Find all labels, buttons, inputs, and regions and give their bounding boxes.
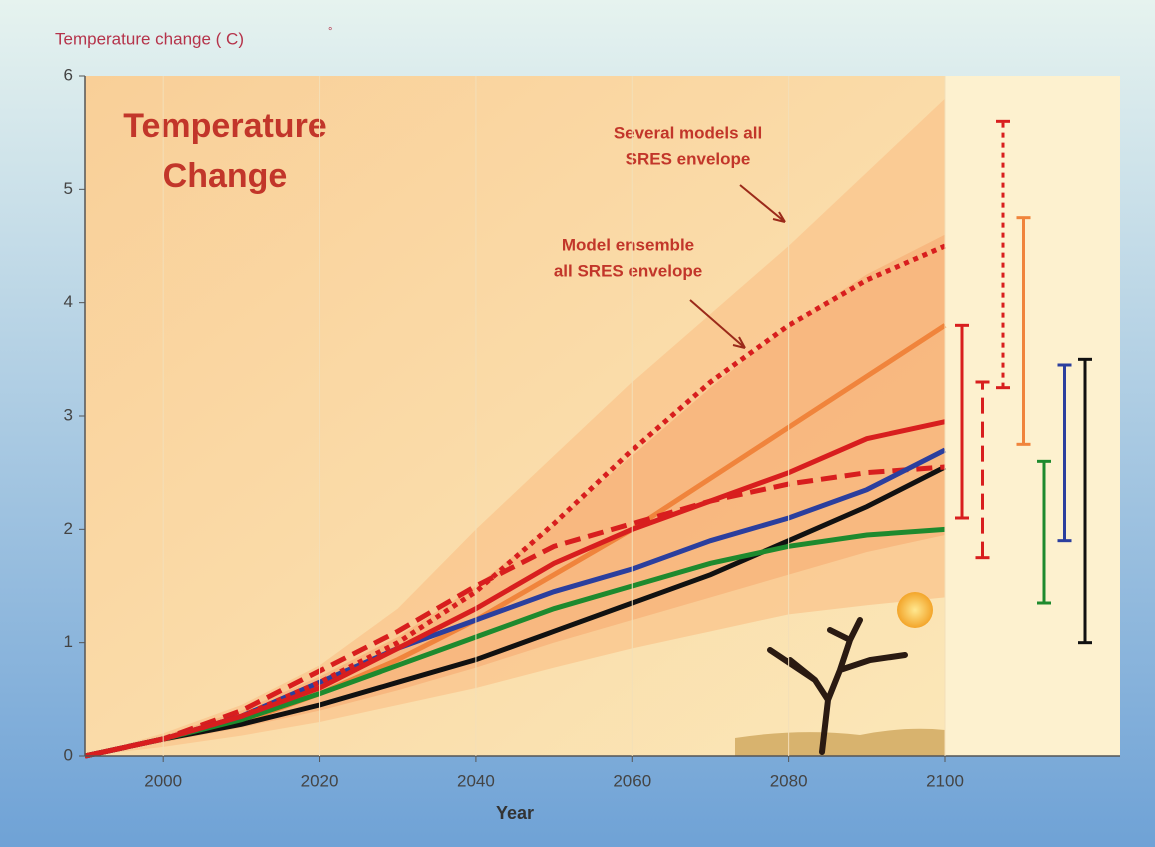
x-tick-label: 2060 (613, 771, 651, 790)
series-line (84, 464, 947, 759)
annotation-arrow (689, 299, 746, 349)
range-panel (945, 76, 1120, 756)
envelopes (85, 98, 945, 756)
series-line (84, 526, 946, 759)
y-axis-label-mark: ° (328, 26, 332, 38)
y-tick-label: 6 (64, 65, 73, 84)
range-bar (955, 323, 969, 520)
series-line (84, 464, 946, 759)
chart-title: Temperature (123, 107, 326, 145)
ground (735, 728, 945, 756)
y-tick-label: 2 (64, 519, 73, 538)
y-tick-label: 5 (64, 179, 73, 198)
x-axis-label: Year (496, 803, 534, 823)
range-bar (1016, 216, 1031, 446)
x-tick-label: 2020 (301, 771, 339, 790)
series-line (84, 243, 946, 759)
x-tick-label: 2040 (457, 771, 495, 790)
sun (897, 592, 933, 628)
annotation: SRES envelope (626, 149, 751, 168)
envelope (85, 234, 945, 756)
y-tick-label: 1 (64, 632, 73, 651)
x-tick-label: 2100 (926, 771, 964, 790)
y-tick-label: 3 (64, 405, 73, 424)
y-tick-label: 4 (64, 292, 73, 311)
y-axis-label: Temperature change ( C) (55, 29, 244, 48)
x-tick-label: 2000 (144, 771, 182, 790)
series-line (84, 419, 946, 759)
annotation: all SRES envelope (554, 261, 702, 280)
range-bar (1078, 357, 1092, 645)
range-bar (975, 380, 990, 560)
range-bar (996, 119, 1010, 390)
y-tick-label: 0 (64, 745, 73, 764)
chart-title: Change (163, 157, 288, 195)
tree (767, 617, 908, 755)
annotation-arrow (739, 184, 786, 223)
x-tick-label: 2080 (770, 771, 808, 790)
annotation: Model ensemble (562, 235, 694, 254)
annotation: Several models all (614, 123, 762, 142)
range-bar (1037, 459, 1051, 605)
decoration (735, 592, 945, 756)
range-bar (1057, 363, 1072, 543)
series (84, 243, 947, 759)
